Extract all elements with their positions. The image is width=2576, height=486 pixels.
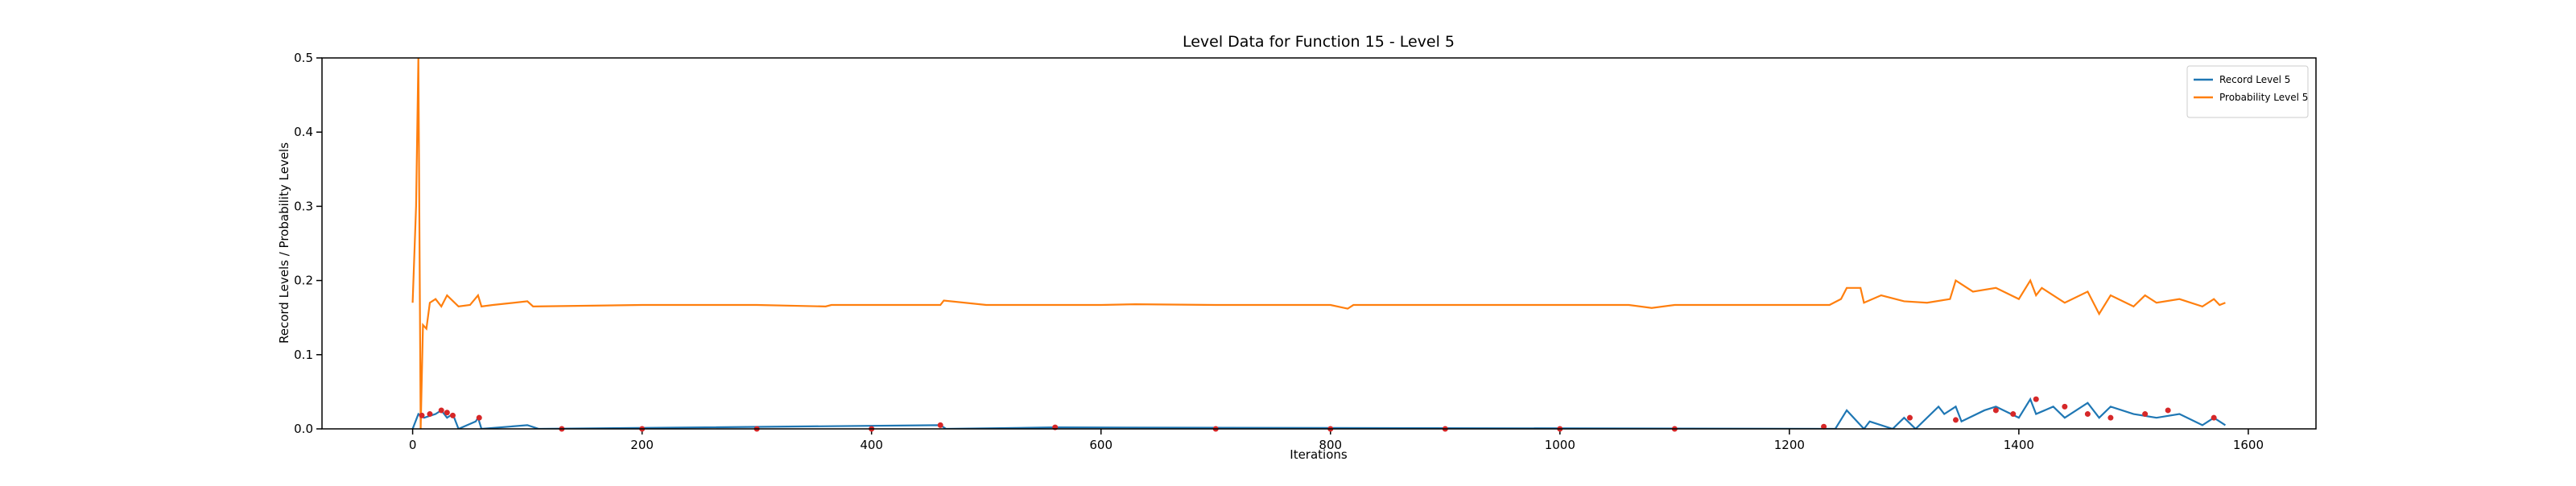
y-tick-label: 0.1 — [294, 348, 313, 362]
series-line — [411, 58, 2226, 429]
legend-label: Record Level 5 — [2219, 74, 2290, 85]
record-point — [937, 422, 943, 428]
y-tick-label: 0.2 — [294, 274, 313, 288]
record-point — [2033, 396, 2039, 402]
record-point — [2107, 414, 2114, 421]
y-tick-label: 0.5 — [294, 51, 313, 65]
record-point — [1952, 417, 1959, 423]
record-point — [1906, 414, 1913, 421]
record-point — [438, 407, 444, 414]
record-point — [419, 412, 425, 418]
record-point — [2084, 411, 2091, 418]
y-tick-label: 0.3 — [294, 199, 313, 213]
x-tick-label: 1400 — [2004, 438, 2034, 452]
series-line — [411, 397, 2227, 429]
y-tick-label: 0.0 — [294, 422, 313, 436]
x-tick-label: 1000 — [1545, 438, 1575, 452]
plot-frame — [321, 57, 2317, 430]
record-point — [2062, 403, 2068, 410]
record-point — [476, 414, 482, 421]
record-point — [2165, 407, 2171, 414]
record-point — [2211, 414, 2217, 421]
x-tick-label: 800 — [1319, 438, 1342, 452]
y-tick-label: 0.4 — [294, 125, 313, 139]
y-axis-label: Record Levels / Probability Levels — [277, 142, 291, 344]
legend-label: Probability Level 5 — [2219, 92, 2308, 103]
record-point — [2142, 411, 2149, 418]
record-point — [1821, 423, 1827, 430]
x-tick-label: 1600 — [2233, 438, 2264, 452]
record-point — [444, 410, 450, 416]
x-tick-label: 0 — [409, 438, 417, 452]
x-tick-label: 400 — [860, 438, 883, 452]
x-tick-label: 1200 — [1774, 438, 1805, 452]
x-tick-label: 600 — [1089, 438, 1113, 452]
chart-title: Level Data for Function 15 - Level 5 — [1183, 33, 1455, 51]
record-point — [1992, 407, 1999, 414]
record-point — [449, 412, 456, 418]
x-tick-label: 200 — [630, 438, 654, 452]
x-axis-label: Iterations — [1290, 447, 1348, 462]
record-point — [2010, 411, 2017, 418]
legend-box — [2186, 65, 2309, 118]
record-point — [427, 411, 433, 418]
